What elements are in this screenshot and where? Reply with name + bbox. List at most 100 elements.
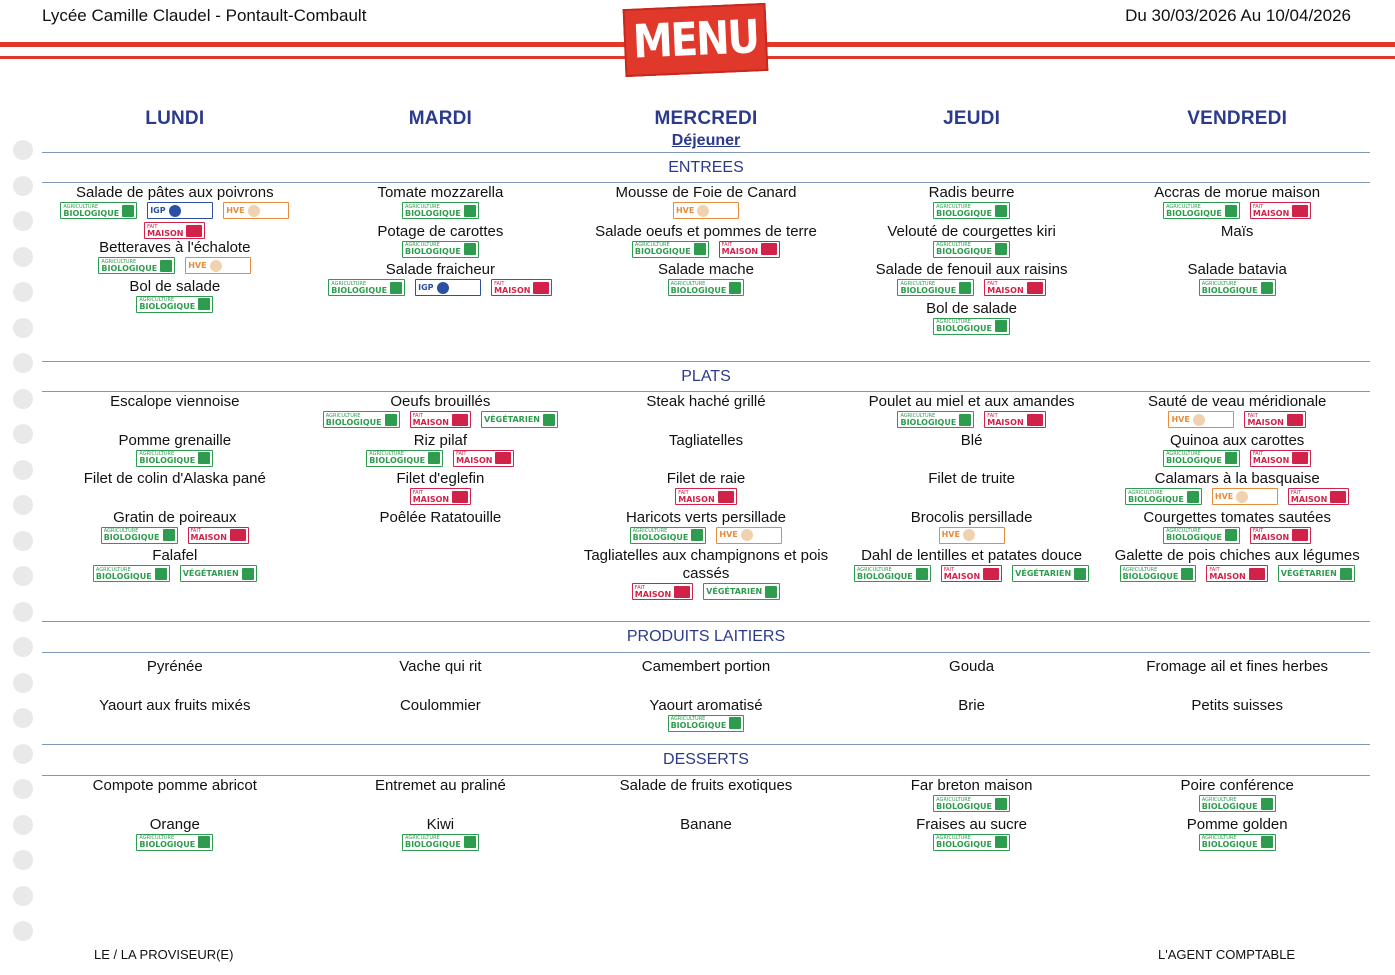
dish-item: Salade de pâtes aux poivrons AGRICULTURE B…	[55, 184, 295, 239]
organic-farming-label: AGRICULTURE BIOLOGIQUE	[136, 833, 214, 851]
dish-name: Accras de morue maison	[1154, 184, 1321, 201]
binding-hole	[13, 779, 33, 799]
dish-labels: AGRICULTURE BIOLOGIQUE HVE	[98, 257, 252, 274]
dish-labels: FAIT MAISON	[675, 488, 737, 505]
ab-leaf-icon	[994, 836, 1007, 848]
dish-item: Poêlée Ratatouille	[372, 509, 510, 548]
binding-hole	[13, 246, 33, 267]
dish-name: Bol de salade	[926, 299, 1018, 317]
dish-item: Tagliatelles aux champignons et pois cas…	[573, 547, 839, 600]
organic-farming-label: AGRICULTURE BIOLOGIQUE	[667, 279, 745, 296]
section-divider	[42, 775, 1370, 776]
dish-name: Pyrénée	[146, 658, 203, 675]
dish-item: Betteraves à l'échalote AGRICULTURE BIOLOG…	[91, 239, 258, 278]
dish-item: Blé	[953, 432, 991, 471]
day-column-mercredi: Steak haché grillé Tagliatelles Filet de r…	[573, 393, 839, 600]
day-header-lundi: LUNDI	[145, 108, 205, 129]
homemade-label: FAIT MAISON	[144, 222, 206, 239]
organic-farming-label: AGRICULTURE BIOLOGIQUE	[98, 257, 176, 274]
dish-item: Compote pomme abricot	[85, 777, 265, 816]
dish-name: Calamars à la basquaise	[1154, 470, 1320, 487]
dish-item: Poulet au miel et aux amandes AGRICULTURE…	[861, 393, 1083, 432]
ab-leaf-icon	[1260, 836, 1273, 848]
ab-leaf-icon	[384, 413, 397, 426]
day-column-mercredi: Camembert portion Yaourt aromatisé AGRICUL…	[573, 658, 839, 735]
chef-hat-icon	[533, 281, 550, 294]
ab-leaf-icon	[1224, 452, 1237, 464]
section-title: ENTREES	[668, 159, 744, 176]
dish-name: Fraises au sucre	[916, 815, 1028, 833]
ab-leaf-icon	[959, 413, 972, 426]
ab-leaf-icon	[122, 204, 135, 217]
ab-leaf-icon	[428, 452, 441, 464]
dish-name: Kiwi	[426, 815, 455, 833]
hve-certification-label: HVE	[185, 257, 252, 274]
dish-item: Falafel AGRICULTURE BIOLOGIQUE VÉGÉTARIEN	[92, 547, 257, 586]
dish-labels: AGRICULTURE BIOLOGIQUE	[933, 795, 1010, 812]
day-header-vendredi: VENDREDI	[1187, 108, 1288, 129]
dish-labels: AGRICULTURE BIOLOGIQUE	[933, 317, 1010, 335]
dish-item: Coulommier	[392, 697, 489, 736]
hve-seal-icon	[1236, 490, 1249, 503]
day-column-lundi: Escalope viennoise Pomme grenaille AGRICUL…	[42, 393, 308, 600]
dish-name: Yaourt aux fruits mixés	[99, 696, 251, 714]
ab-leaf-icon	[160, 259, 173, 272]
chef-hat-icon	[1026, 281, 1043, 294]
igp-label: IGP	[147, 202, 214, 219]
dish-name: Pomme grenaille	[118, 431, 232, 449]
dish-item: Haricots verts persillade AGRICULTURE BIOL…	[618, 509, 794, 548]
organic-farming-label: AGRICULTURE BIOLOGIQUE	[136, 295, 214, 313]
section-divider	[42, 182, 1370, 183]
binding-hole	[13, 814, 33, 835]
homemade-label: FAIT MAISON	[675, 488, 737, 505]
sprout-icon	[1074, 567, 1087, 580]
homemade-label: FAIT MAISON	[631, 583, 694, 600]
organic-farming-label: AGRICULTURE BIOLOGIQUE	[1163, 449, 1240, 467]
section-title: PLATS	[681, 368, 731, 385]
ab-leaf-icon	[463, 836, 476, 848]
dish-item: Oeufs brouillés AGRICULTURE BIOLOGIQUE FAIT…	[322, 393, 558, 432]
homemade-label: FAIT MAISON	[1249, 526, 1312, 544]
organic-farming-label: AGRICULTURE BIOLOGIQUE	[136, 449, 214, 467]
ab-leaf-icon	[154, 567, 167, 580]
dish-name: Filet d'eglefin	[396, 470, 485, 487]
day-column-mardi: Entremet au praliné Kiwi AGRICULTURE BIOLOG…	[308, 777, 574, 854]
dish-name: Salade mache	[658, 261, 754, 278]
organic-farming-label: AGRICULTURE BIOLOGIQUE	[1119, 565, 1197, 582]
dish-labels: AGRICULTURE BIOLOGIQUE FAIT MAISON VÉGÉTARIE…	[322, 411, 558, 428]
dish-labels: HVE FAIT MAISON	[1168, 411, 1306, 428]
organic-farming-label: AGRICULTURE BIOLOGIQUE	[401, 202, 479, 219]
dish-item: Steak haché grillé	[638, 393, 773, 432]
dish-labels: AGRICULTURE BIOLOGIQUE IGP FAIT MAISON	[328, 279, 553, 296]
dish-item: Yaourt aux fruits mixés	[91, 697, 258, 736]
dish-item: Gratin de poireaux AGRICULTURE BIOLOGIQUE F…	[100, 509, 249, 548]
ab-leaf-icon	[729, 717, 742, 729]
chef-hat-icon	[451, 413, 468, 426]
dish-labels: AGRICULTURE BIOLOGIQUE FAIT MAISON VÉGÉTARIE…	[1119, 565, 1355, 582]
dish-name: Radis beurre	[928, 184, 1015, 201]
dish-labels: AGRICULTURE BIOLOGIQUE	[401, 240, 479, 258]
day-column-lundi: Pyrénée Yaourt aux fruits mixés	[42, 658, 308, 735]
organic-farming-label: AGRICULTURE BIOLOGIQUE	[1198, 795, 1276, 812]
hve-certification-label: HVE	[716, 526, 783, 544]
binding-hole	[13, 495, 33, 515]
ab-leaf-icon	[729, 281, 742, 294]
chef-hat-icon	[495, 452, 512, 464]
sprout-icon	[1339, 567, 1352, 580]
dish-name: Salade de fruits exotiques	[619, 777, 793, 794]
day-column-jeudi: Radis beurre AGRICULTURE BIOLOGIQUE Velouté…	[839, 184, 1105, 338]
dish-name: Maïs	[1220, 222, 1254, 240]
day-column-vendredi: Fromage ail et fines herbes Petits suisse…	[1104, 658, 1370, 735]
section-divider	[42, 744, 1370, 745]
dish-item: Salade de fenouil aux raisins AGRICULTURE…	[868, 261, 1076, 300]
dish-name: Compote pomme abricot	[92, 777, 257, 794]
homemade-label: FAIT MAISON	[187, 526, 249, 544]
dish-labels: AGRICULTURE BIOLOGIQUE HVE FAIT MAISON	[1125, 488, 1350, 505]
day-column-mercredi: Mousse de Foie de Canard HVE Salade oeufs …	[573, 184, 839, 338]
dish-name: Velouté de courgettes kiri	[887, 222, 1056, 240]
day-column-lundi: Salade de pâtes aux poivrons AGRICULTURE B…	[42, 184, 308, 338]
menu-logo: MENU	[622, 2, 769, 78]
dish-item: Bol de salade AGRICULTURE BIOLOGIQUE	[121, 278, 228, 317]
organic-farming-label: AGRICULTURE BIOLOGIQUE	[401, 240, 479, 258]
dish-labels: AGRICULTURE BIOLOGIQUE VÉGÉTARIEN	[92, 565, 257, 582]
